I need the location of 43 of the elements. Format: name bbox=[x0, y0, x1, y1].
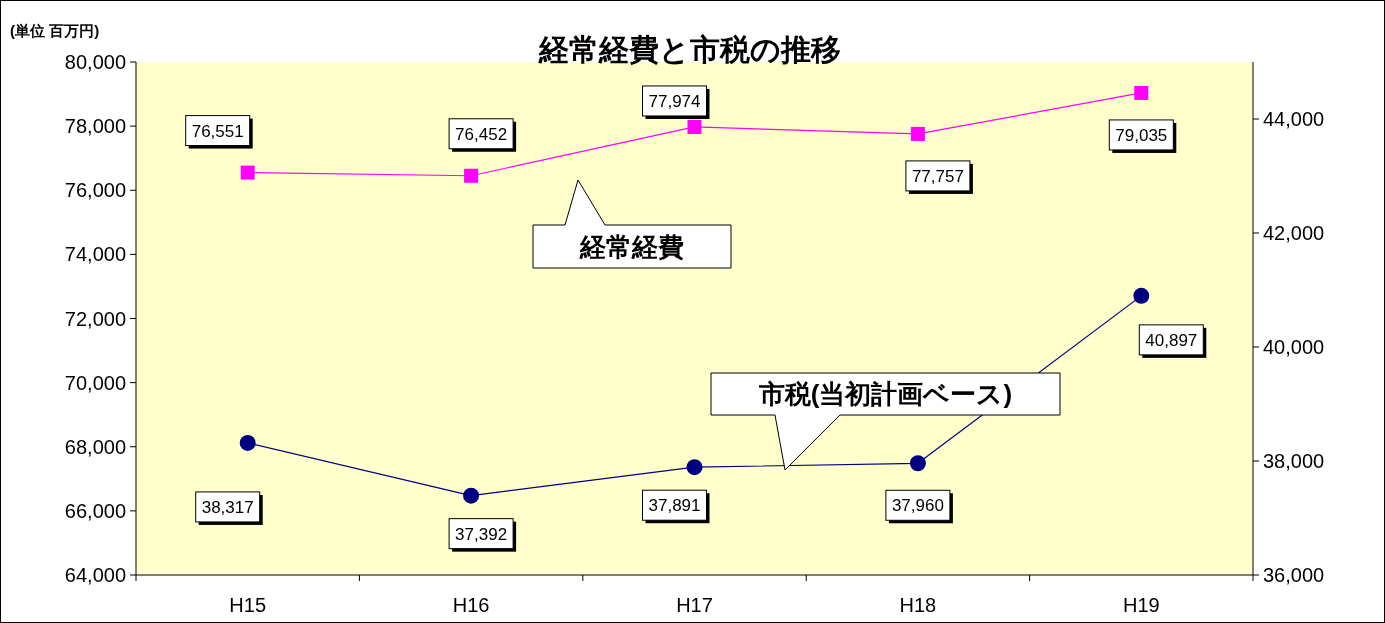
y-tick-label: 66,000 bbox=[64, 499, 126, 522]
point bbox=[1133, 287, 1150, 304]
y2-tick-label: 38,000 bbox=[1263, 450, 1325, 472]
y-tick-label: 80,000 bbox=[64, 51, 126, 73]
y2-tick-label: 42,000 bbox=[1263, 222, 1325, 244]
data-label: 37,960 bbox=[891, 496, 944, 516]
y-tick-label: 74,000 bbox=[64, 243, 126, 266]
point bbox=[686, 459, 703, 476]
y2-tick-label: 36,000 bbox=[1263, 564, 1325, 586]
data-label: 79,035 bbox=[1115, 125, 1168, 145]
point bbox=[909, 455, 926, 472]
y-tick-label: 64,000 bbox=[64, 564, 126, 586]
x-tick-label: H17 bbox=[676, 594, 713, 616]
data-label: 37,891 bbox=[648, 496, 701, 516]
series-label: 市税(当初計画ベース) bbox=[757, 379, 1013, 409]
y-tick-label: 78,000 bbox=[64, 115, 126, 138]
data-label: 76,551 bbox=[191, 121, 244, 141]
point bbox=[239, 434, 256, 451]
point bbox=[910, 126, 925, 141]
x-tick-label: H15 bbox=[229, 594, 267, 616]
y2-tick-label: 44,000 bbox=[1263, 108, 1325, 130]
point bbox=[687, 119, 702, 134]
data-label: 37,392 bbox=[455, 524, 508, 544]
point bbox=[240, 165, 255, 180]
data-label: 40,897 bbox=[1145, 330, 1198, 350]
x-tick-label: H18 bbox=[899, 594, 937, 616]
x-tick-label: H16 bbox=[452, 594, 490, 616]
point bbox=[464, 168, 479, 183]
y-tick-label: 68,000 bbox=[64, 435, 126, 458]
data-label: 76,452 bbox=[455, 124, 508, 144]
y-tick-label: 70,000 bbox=[64, 371, 126, 394]
y-tick-label: 72,000 bbox=[64, 307, 126, 330]
data-label: 77,974 bbox=[648, 91, 701, 111]
y-tick-label: 76,000 bbox=[64, 179, 126, 202]
chart-title: 経常経費と市税の推移 bbox=[538, 33, 841, 66]
data-label: 38,317 bbox=[201, 497, 254, 517]
point bbox=[1134, 85, 1149, 100]
data-label: 77,757 bbox=[911, 166, 964, 186]
x-tick-label: H19 bbox=[1122, 594, 1160, 616]
y-axis-title: (単位 百万円) bbox=[10, 22, 100, 39]
point bbox=[463, 487, 480, 504]
text: 経常経費 bbox=[579, 231, 684, 262]
y2-tick-label: 40,000 bbox=[1263, 336, 1325, 358]
